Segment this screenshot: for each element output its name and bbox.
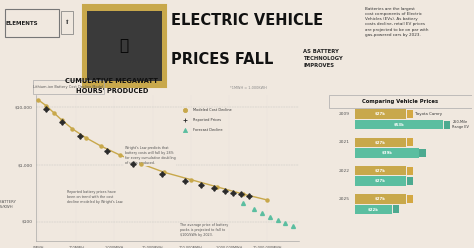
Text: ELEMENTS: ELEMENTS	[6, 21, 38, 26]
Text: PRICES FALL: PRICES FALL	[171, 52, 273, 67]
Text: $27k: $27k	[375, 197, 386, 201]
Text: Comparing Vehicle Prices: Comparing Vehicle Prices	[363, 99, 438, 104]
Bar	[355, 120, 443, 129]
Bar	[83, 5, 166, 87]
Text: LI-ION BATTERY
COSTS/KWH: LI-ION BATTERY COSTS/KWH	[0, 200, 16, 209]
Text: $10,000: $10,000	[15, 105, 33, 109]
Bar	[444, 121, 450, 128]
Bar	[355, 194, 406, 204]
Bar	[407, 195, 413, 203]
Text: ⬆: ⬆	[64, 20, 69, 25]
Text: Reported battery prices have
been on trend with the cost
decline modeled by Wrig: Reported battery prices have been on tre…	[67, 190, 124, 204]
Text: $1,000: $1,000	[18, 163, 33, 167]
Text: 2009: 2009	[339, 112, 350, 116]
Text: $53k: $53k	[394, 123, 404, 126]
Bar	[355, 109, 406, 119]
Text: Wright's Law predicts that
battery costs will fall by 28%
for every cumulative d: Wright's Law predicts that battery costs…	[125, 146, 176, 165]
Bar	[355, 205, 392, 214]
Text: 100MWH: 100MWH	[68, 246, 84, 248]
Text: 10,000MWH: 10,000MWH	[142, 246, 164, 248]
Text: 1,000MWH: 1,000MWH	[105, 246, 124, 248]
Text: CUMULATIVE MEGAWATT: CUMULATIVE MEGAWATT	[65, 78, 158, 84]
Bar	[355, 138, 406, 147]
Bar	[87, 11, 162, 81]
Text: $27k: $27k	[375, 140, 386, 144]
Text: 250-Mile
Range EV: 250-Mile Range EV	[452, 120, 469, 129]
Text: Forecast Decline: Forecast Decline	[193, 128, 223, 132]
Text: 0MWH: 0MWH	[33, 246, 44, 248]
Text: Modeled Cost Decline: Modeled Cost Decline	[193, 108, 232, 112]
Text: $27k: $27k	[375, 169, 386, 173]
Text: *1MWH = 1,000KWH: *1MWH = 1,000KWH	[230, 86, 267, 90]
Text: $27k: $27k	[375, 179, 386, 183]
Bar	[5, 9, 59, 37]
Text: 🚘: 🚘	[119, 38, 129, 53]
Text: Batteries are the largest
cost components of Electric
Vehicles (EVs). As battery: Batteries are the largest cost component…	[365, 7, 428, 37]
Text: ELECTRIC VEHICLE: ELECTRIC VEHICLE	[171, 13, 323, 28]
Text: Lithium-ion Battery Cost Decline Model: Lithium-ion Battery Cost Decline Model	[34, 85, 103, 89]
Text: HOURS' PRODUCED: HOURS' PRODUCED	[76, 88, 148, 94]
Bar	[33, 80, 104, 94]
Bar	[355, 148, 419, 157]
Bar	[393, 205, 399, 214]
Text: $39k: $39k	[381, 151, 392, 155]
Text: $22k: $22k	[368, 207, 379, 212]
Bar	[407, 110, 413, 118]
Text: 2022: 2022	[339, 169, 350, 173]
Text: 2025: 2025	[339, 197, 350, 201]
Bar	[407, 167, 413, 175]
Bar	[419, 149, 426, 157]
Bar	[61, 11, 73, 34]
Text: $100: $100	[22, 220, 33, 224]
Text: $27k: $27k	[375, 112, 386, 116]
Bar	[407, 177, 413, 185]
Bar	[329, 95, 472, 108]
Text: 10,000,000MWH: 10,000,000MWH	[252, 246, 282, 248]
Text: 2021: 2021	[339, 140, 350, 144]
Text: 1,000,000MWH: 1,000,000MWH	[215, 246, 243, 248]
Bar	[355, 176, 406, 186]
Text: AS BATTERY
TECHNOLOGY
IMPROVES: AS BATTERY TECHNOLOGY IMPROVES	[303, 49, 343, 68]
Text: Toyota Camry: Toyota Camry	[415, 112, 442, 116]
Text: The average price of battery
packs is projected to fall to
$100/kWh by 2023.: The average price of battery packs is pr…	[180, 223, 228, 237]
Text: 100,000MWH: 100,000MWH	[179, 246, 203, 248]
Bar	[407, 138, 413, 146]
Bar	[355, 166, 406, 175]
Text: Reported Prices: Reported Prices	[193, 118, 221, 122]
